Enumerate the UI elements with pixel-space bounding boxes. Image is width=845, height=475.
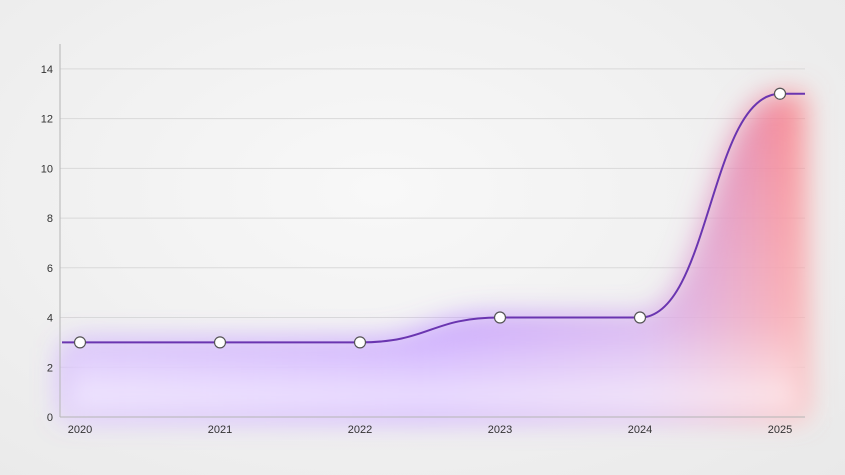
y-tick-label-8: 8 — [47, 213, 53, 225]
x-tick-label-2021: 2021 — [208, 424, 232, 436]
y-tick-label-12: 12 — [41, 114, 53, 126]
y-tick-label-6: 6 — [47, 263, 53, 275]
x-tick-labels: 2020 2021 2022 2023 2024 2025 — [68, 424, 792, 436]
gridlines — [60, 68, 805, 368]
series-line-path — [62, 92, 805, 344]
data-point-2021[interactable] — [213, 336, 227, 349]
data-point-2024[interactable] — [633, 311, 647, 324]
data-point-2020[interactable] — [73, 336, 87, 349]
data-markers — [73, 87, 787, 349]
series-line — [62, 92, 805, 344]
y-tick-labels: 0 2 4 6 8 10 12 14 — [41, 64, 53, 424]
x-tick-label-2020: 2020 — [68, 424, 92, 436]
y-tick-label-4: 4 — [47, 313, 53, 325]
y-tick-label-2: 2 — [47, 362, 53, 374]
x-tick-label-2022: 2022 — [348, 424, 372, 436]
y-tick-label-10: 10 — [41, 163, 53, 175]
x-tick-label-2023: 2023 — [488, 424, 512, 436]
data-point-2022[interactable] — [353, 336, 367, 349]
axes — [59, 44, 805, 418]
data-point-2025[interactable] — [773, 87, 787, 100]
data-point-2023[interactable] — [493, 311, 507, 324]
y-tick-label-0: 0 — [47, 412, 53, 424]
y-tick-label-14: 14 — [41, 64, 53, 76]
x-tick-label-2025: 2025 — [768, 424, 792, 436]
area-fill-fade — [62, 93, 805, 417]
x-tick-label-2024: 2024 — [628, 424, 652, 436]
area-fill — [62, 93, 805, 417]
